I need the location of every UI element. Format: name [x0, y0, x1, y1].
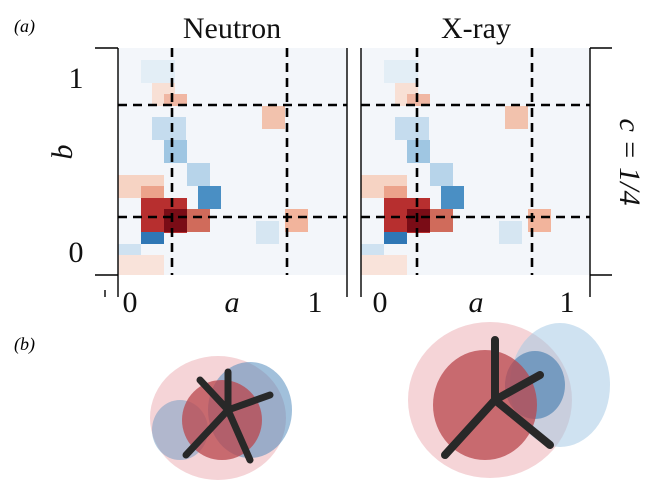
panel-label: (b) [14, 334, 35, 355]
panel-label: (a) [14, 16, 35, 37]
x-tick-label: 1 [560, 286, 575, 319]
side-label: c = 1/4 [613, 119, 646, 206]
plot-title: Neutron [183, 12, 281, 45]
y-tick-label: 0 [69, 236, 84, 269]
density-render [408, 322, 610, 478]
x-tick-label: 0 [373, 286, 388, 319]
page: {"figure": { "panel_a": {"label": "(a)",… [0, 0, 648, 489]
x-tick-label: 1 [308, 286, 323, 319]
x-tick-label: 0 [123, 286, 138, 319]
heatmap [118, 48, 347, 275]
y-tick-label: 1 [69, 62, 84, 95]
figure: (a) (b) Neutron 0 a 1 1 0 b X-ray 0 a 1 … [0, 0, 648, 489]
y-label: b [46, 145, 79, 160]
heatmap [361, 48, 590, 275]
density-render [150, 356, 292, 480]
x-label: a [225, 286, 240, 319]
x-label: a [469, 286, 484, 319]
plot-title: X-ray [441, 12, 511, 45]
